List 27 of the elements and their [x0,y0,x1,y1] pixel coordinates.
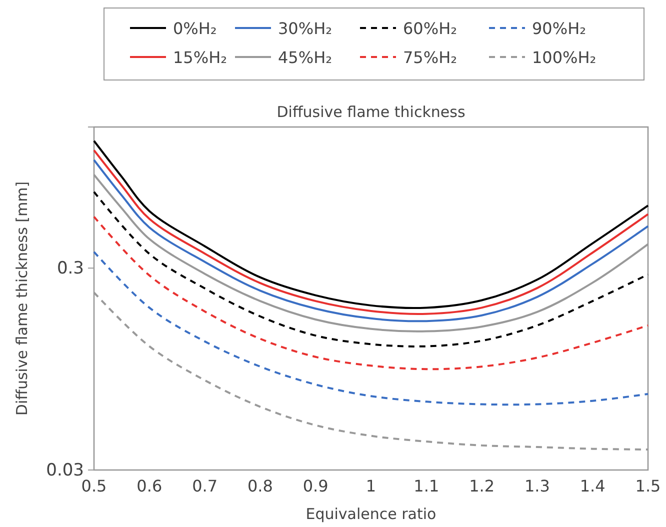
x-tick-label: 0.5 [81,476,107,496]
legend-label: 60%H₂ [403,19,458,38]
legend-label: 0%H₂ [173,19,217,38]
x-tick-label: 1.2 [469,476,495,496]
x-tick-label: 1.5 [635,476,661,496]
line-series [93,190,649,348]
x-tick-label: 0.9 [302,476,328,496]
legend-label: 100%H₂ [532,48,596,67]
chart-title: Diffusive flame thickness [276,103,466,121]
legend-label: 30%H₂ [278,19,332,38]
x-tick-label: 1.3 [524,476,550,496]
line-series [93,216,649,370]
x-tick-label: 1.1 [414,476,440,496]
legend-label: 75%H₂ [403,48,458,67]
legend-label: 15%H₂ [173,48,228,67]
y-axis-title: Diffusive flame thickness [mm] [13,181,31,416]
line-series [93,250,649,406]
x-tick-label: 0.8 [247,476,273,496]
x-tick-label: 0.6 [136,476,162,496]
y-tick-label: 0.03 [46,460,84,480]
legend-label: 45%H₂ [278,48,332,67]
x-tick-label: 1.4 [580,476,606,496]
y-tick-label: 0.3 [56,258,84,279]
legend-label: 90%H₂ [532,19,586,38]
x-tick-label: 0.7 [192,476,218,496]
x-axis-title: Equivalence ratio [306,505,436,523]
x-tick-label: 1 [366,476,376,496]
